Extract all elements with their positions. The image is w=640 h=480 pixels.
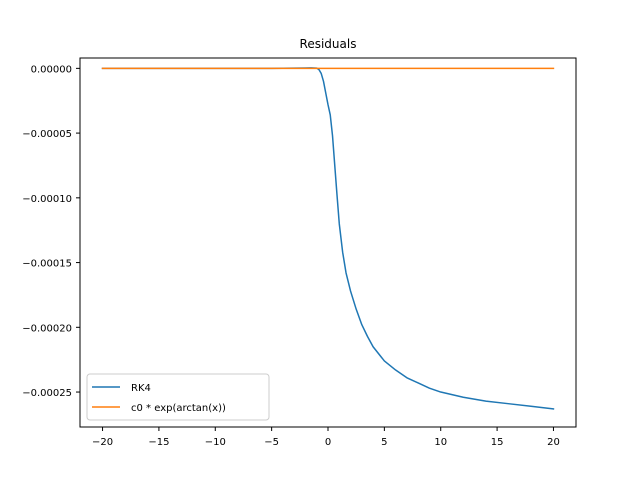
legend-label-rk4: RK4	[131, 383, 151, 394]
x-tick-label: −20	[92, 437, 113, 448]
y-tick-label: −0.00010	[22, 194, 72, 205]
y-tick-label: −0.00020	[22, 323, 72, 334]
plot-frame	[79, 57, 577, 428]
series-line-rk4	[101, 67, 555, 410]
x-tick-label: −5	[264, 437, 279, 448]
x-tick-label: 15	[491, 437, 504, 448]
y-tick-label: −0.00015	[22, 259, 72, 270]
x-tick-label: 5	[381, 437, 387, 448]
legend-label-c0-exp-arctan: c0 * exp(arctan(x))	[131, 403, 226, 414]
x-tick-label: −10	[205, 437, 226, 448]
y-tick-label: −0.00025	[22, 388, 72, 399]
legend: RK4 c0 * exp(arctan(x))	[86, 373, 270, 421]
x-tick-label: −15	[148, 437, 169, 448]
chart-title: Residuals	[300, 37, 357, 51]
y-tick-label: 0.00000	[31, 64, 72, 75]
y-tick-label: −0.00005	[22, 129, 72, 140]
legend-box	[86, 373, 270, 421]
x-tick-label: 20	[547, 437, 560, 448]
x-tick-label: 10	[434, 437, 447, 448]
x-tick-label: 0	[325, 437, 331, 448]
